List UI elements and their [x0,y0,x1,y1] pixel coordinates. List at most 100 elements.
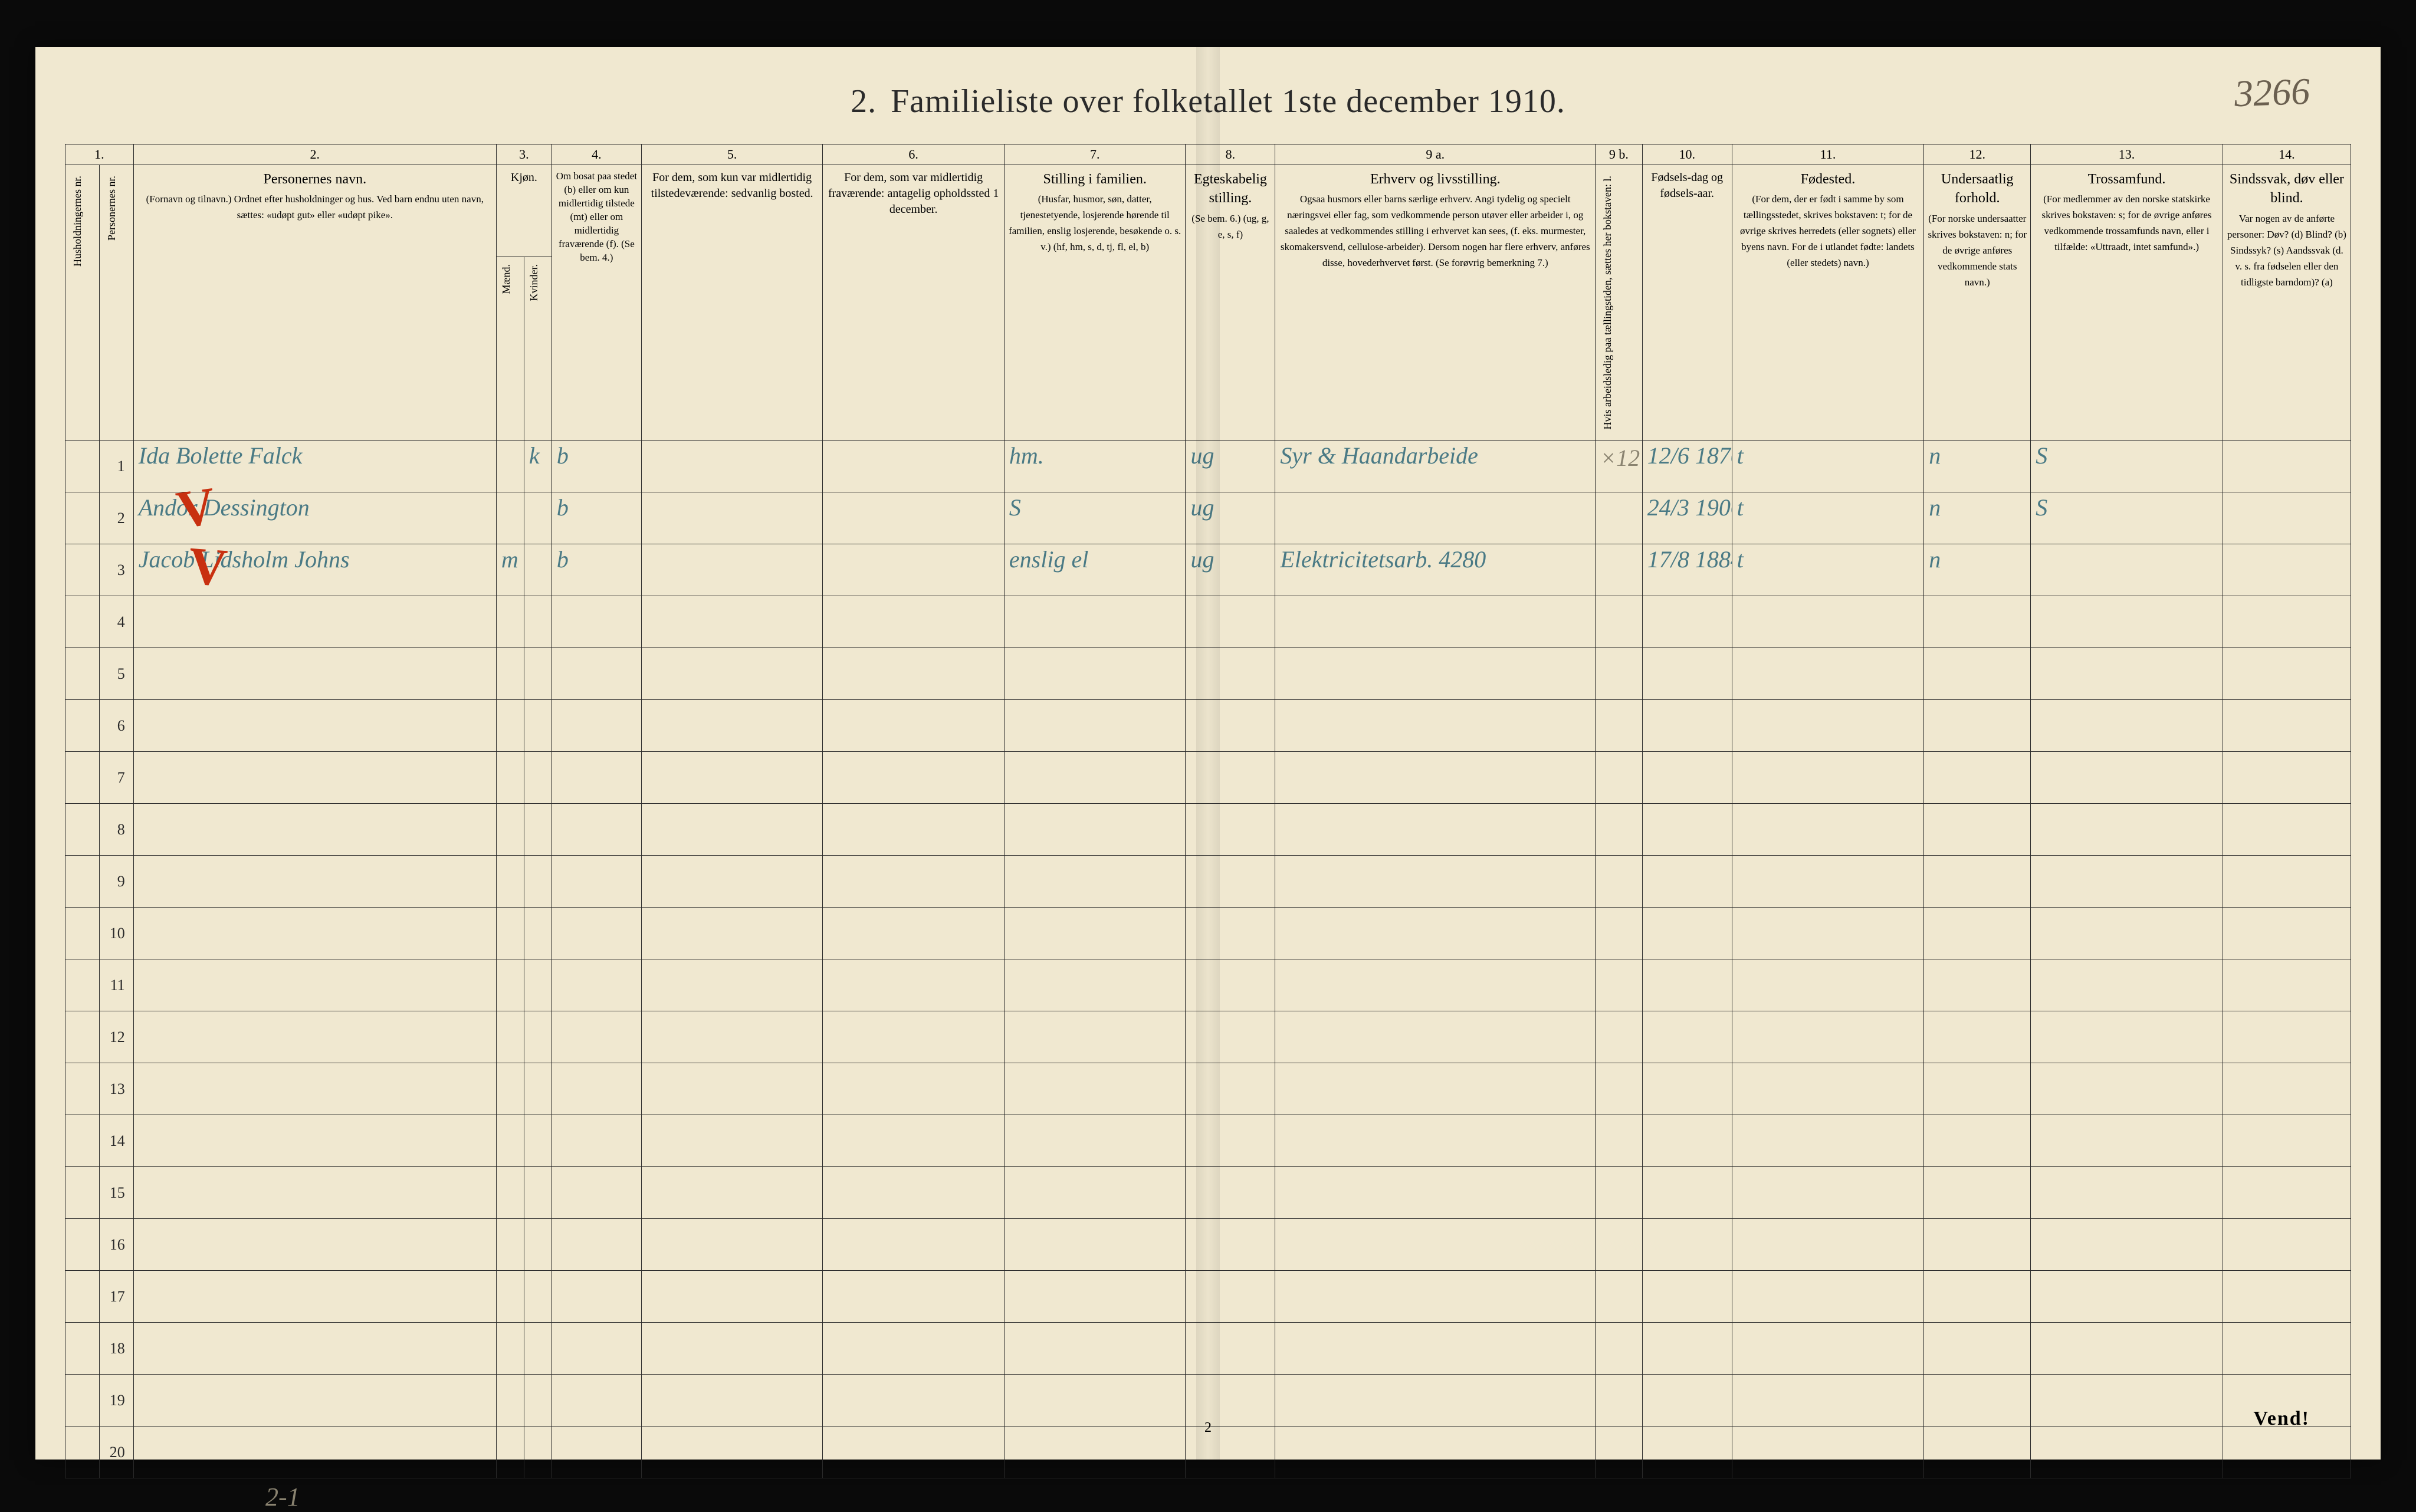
cell-bosat [552,1063,641,1115]
cell-k [524,752,552,804]
cell-erhverv [1275,752,1596,804]
cell-bosat: b [552,544,641,596]
table-row: 18 [65,1323,2351,1375]
h-erhverv-sub: Ogsaa husmors eller barns særlige erhver… [1281,193,1590,268]
cell-erhverv [1275,1426,1596,1478]
cell-stilling [1004,648,1186,700]
cell-midl-fravar [823,1375,1005,1426]
cell-k [524,1219,552,1271]
cell-m [496,1375,524,1426]
table-head: 1.2.3.4.5.6.7.8.9 a.9 b.10.11.12.13.14. … [65,144,2351,441]
cell-fodested: t [1732,441,1924,492]
cell-egte [1186,1323,1275,1375]
cell-name [133,648,496,700]
cell-erhverv [1275,596,1596,648]
cell-sindssvak [2223,544,2351,596]
cell-household [65,596,100,648]
cell-fodsel [1642,959,1732,1011]
colnum-4: 4. [552,144,641,165]
colnum-9: 9 a. [1275,144,1596,165]
cell-household [65,648,100,700]
h-arbeidsledig-label: Hvis arbeidsledig paa tællingstiden, sæt… [1599,170,1616,435]
census-form-page: 3266 2.Familieliste over folketallet 1st… [35,47,2381,1460]
cell-household [65,1271,100,1323]
cell-stilling: S [1004,492,1186,544]
cell-erhverv [1275,959,1596,1011]
cell-erhverv [1275,804,1596,856]
h-maend: Mænd. [496,257,524,441]
h-household-nr-label: Husholdningernes nr. [69,170,86,272]
cell-bosat [552,1167,641,1219]
cell-fodsel [1642,1063,1732,1115]
table-row: 14 [65,1115,2351,1167]
cell-sindssvak [2223,700,2351,752]
cell-midl-tilstede [641,1271,823,1323]
cell-tros [2031,752,2223,804]
cell-erhverv [1275,1323,1596,1375]
cell-stilling [1004,1219,1186,1271]
cell-person-nr: 8 [99,804,133,856]
cell-k [524,648,552,700]
cell-midl-tilstede [641,959,823,1011]
cell-sindssvak [2223,804,2351,856]
cell-sindssvak [2223,492,2351,544]
h-stilling-sub: (Husfar, husmor, søn, datter, tjenestety… [1009,193,1181,252]
cell-person-nr: 10 [99,908,133,959]
cell-fodsel [1642,648,1732,700]
cell-midl-fravar [823,1426,1005,1478]
colnum-8: 8. [1186,144,1275,165]
cell-stilling [1004,959,1186,1011]
colnum-6: 6. [823,144,1005,165]
cell-household [65,1375,100,1426]
cell-undersaat [1924,959,2031,1011]
h-tros-main: Trossamfund. [2034,170,2219,189]
cell-m [496,441,524,492]
cell-fodested [1732,1167,1924,1219]
cell-name [133,1063,496,1115]
h-undersaat-main: Undersaatlig forhold. [1928,170,2027,208]
cell-stilling [1004,1271,1186,1323]
cell-undersaat [1924,1115,2031,1167]
cell-midl-fravar [823,856,1005,908]
cell-person-nr: 3 [99,544,133,596]
cell-sindssvak [2223,596,2351,648]
cell-egte [1186,596,1275,648]
table-row: 6 [65,700,2351,752]
h-midl-fravar: For dem, som var midlertidig fraværende:… [823,165,1005,441]
cell-fodested [1732,1426,1924,1478]
cell-person-nr: 11 [99,959,133,1011]
cell-undersaat [1924,856,2031,908]
cell-fodested [1732,596,1924,648]
cell-person-nr: 20 [99,1426,133,1478]
cell-fodsel [1642,1271,1732,1323]
cell-stilling [1004,700,1186,752]
cell-midl-fravar [823,1063,1005,1115]
cell-k [524,1426,552,1478]
cell-erhverv [1275,908,1596,959]
cell-person-nr: 17 [99,1271,133,1323]
cell-undersaat: n [1924,441,2031,492]
cell-k [524,1011,552,1063]
cell-person-nr: 15 [99,1167,133,1219]
cell-k [524,544,552,596]
cell-sindssvak [2223,1271,2351,1323]
cell-arbeidsledig [1596,1063,1643,1115]
table-row: 13 [65,1063,2351,1115]
cell-tros [2031,1271,2223,1323]
cell-undersaat [1924,1063,2031,1115]
cell-midl-tilstede [641,700,823,752]
cell-name [133,908,496,959]
census-table: 1.2.3.4.5.6.7.8.9 a.9 b.10.11.12.13.14. … [65,144,2351,1478]
cell-midl-fravar [823,1271,1005,1323]
form-title: 2.Familieliste over folketallet 1ste dec… [65,83,2351,120]
cell-stilling [1004,1011,1186,1063]
corner-annotation: 3266 [2234,70,2311,116]
table-row: 3Jacob Lidsholm Johnsmbenslig elugElektr… [65,544,2351,596]
cell-egte [1186,1219,1275,1271]
h-name-main: Personernes navn. [137,170,493,189]
cell-fodsel [1642,596,1732,648]
cell-tros [2031,648,2223,700]
h-erhverv: Erhverv og livsstilling. Ogsaa husmors e… [1275,165,1596,441]
cell-midl-tilstede [641,752,823,804]
cell-bosat [552,752,641,804]
